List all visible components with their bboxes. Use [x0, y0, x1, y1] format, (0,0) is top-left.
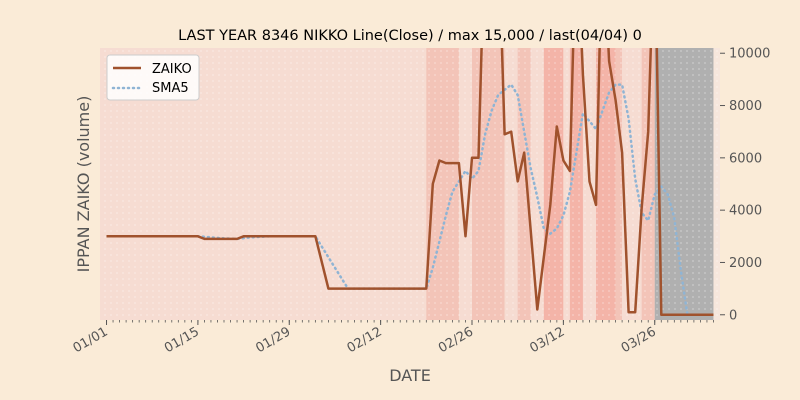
y-axis-right: 0 2000 4000 6000 8000 10000	[720, 47, 770, 323]
chart-title: LAST YEAR 8346 NIKKO Line(Close) / max 1…	[178, 28, 642, 44]
y-tick-label: 0	[729, 308, 737, 323]
y-axis-label: IPPAN ZAIKO (volume)	[74, 96, 93, 273]
dot-texture	[100, 48, 720, 320]
legend-label-zaiko: ZAIKO	[152, 62, 192, 77]
series-line-sma5	[196, 83, 715, 317]
legend-label-sma5: SMA5	[152, 81, 189, 96]
y-tick-label: 4000	[729, 204, 762, 219]
plot-area	[100, 48, 720, 320]
y-tick-label: 2000	[729, 256, 762, 271]
y-tick-label: 8000	[729, 99, 762, 114]
legend: ZAIKO SMA5	[106, 54, 200, 101]
series-line-zaiko	[106, 48, 714, 317]
y-tick-label: 10000	[729, 47, 770, 62]
y-tick-label: 6000	[729, 151, 762, 166]
x-axis-label: DATE	[389, 366, 431, 385]
series-layer	[106, 48, 715, 317]
